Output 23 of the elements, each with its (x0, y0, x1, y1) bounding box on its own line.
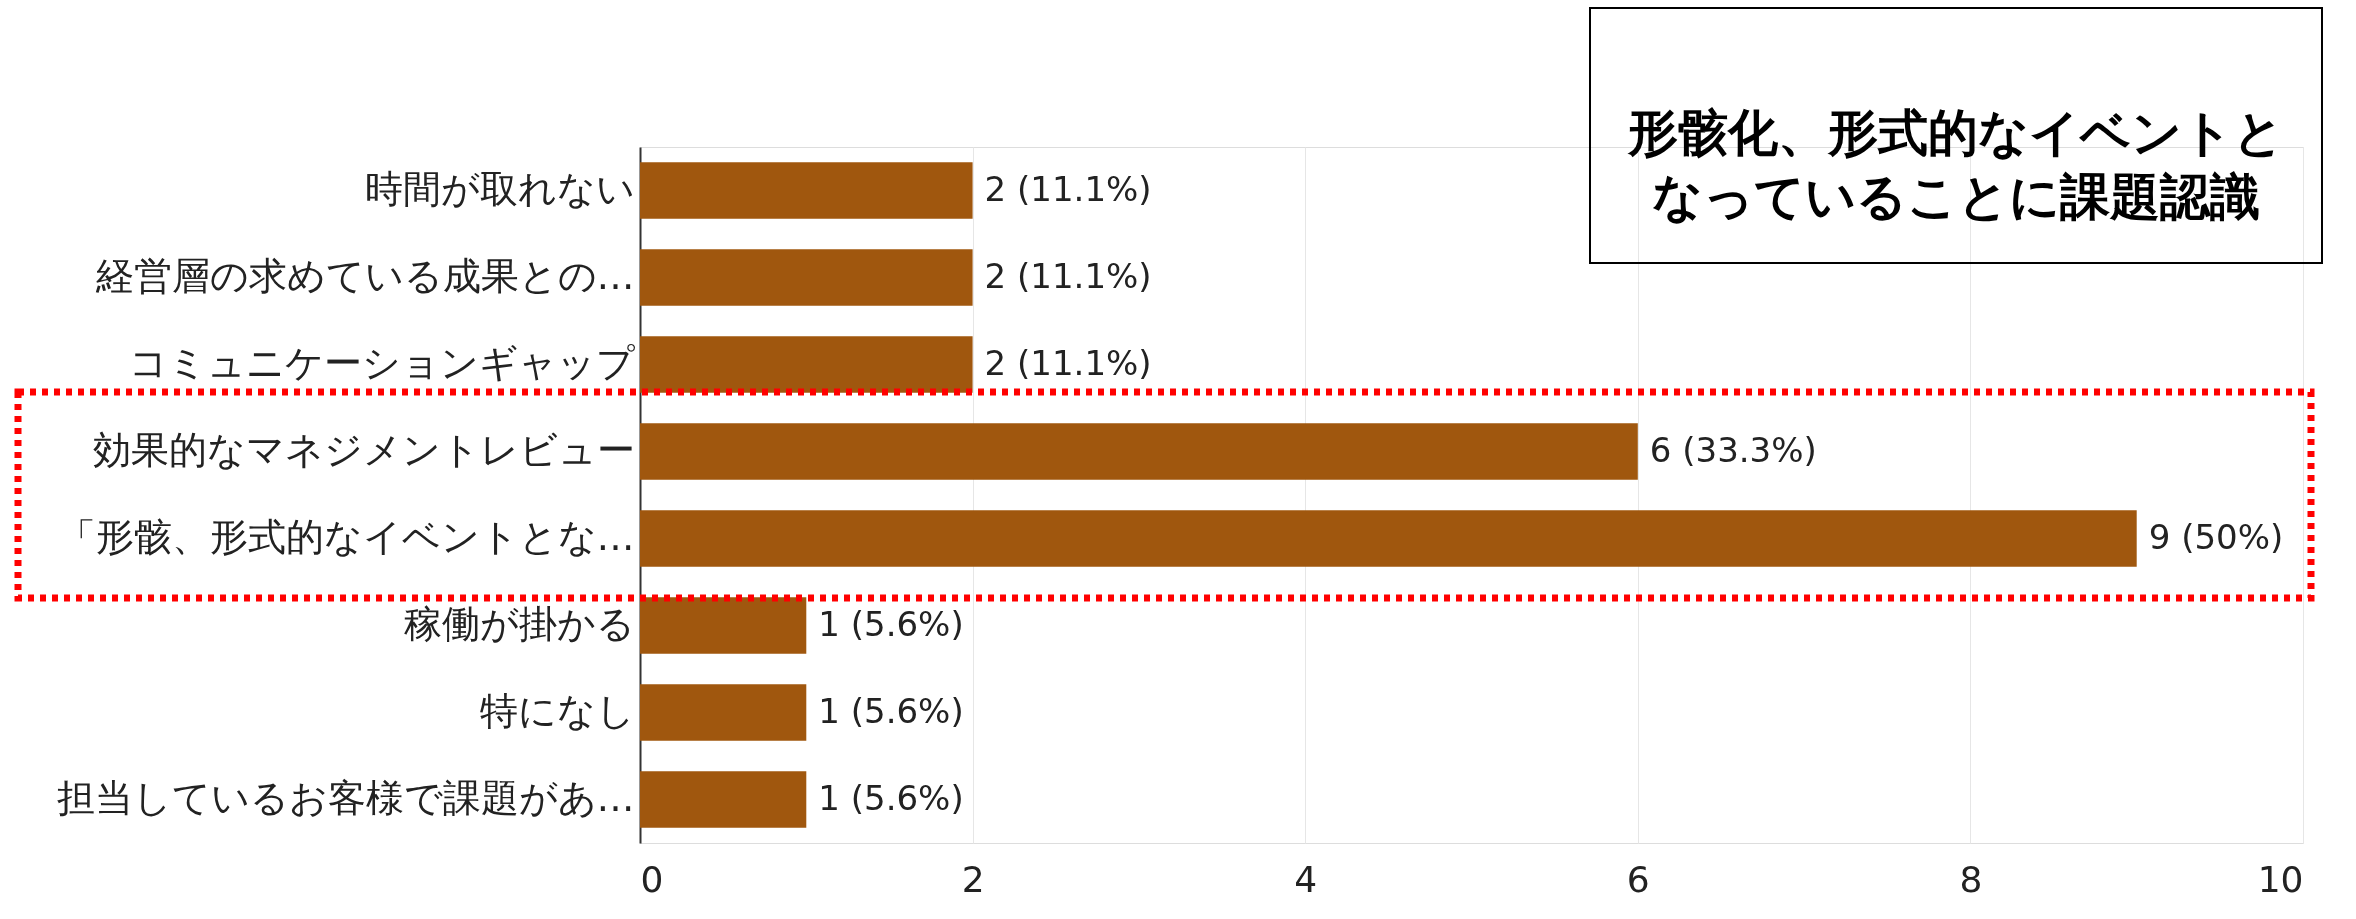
x-tick-label: 10 (2257, 858, 2304, 900)
data-label: 6 (33.3%) (1649, 429, 1817, 470)
x-tick-label: 4 (1294, 858, 1318, 900)
data-label: 1 (5.6%) (818, 603, 964, 644)
annotation: 形骸化、形式的なイベントとなっていることに課題認識 (1627, 104, 2284, 226)
y-tick-label: 特になし (479, 688, 635, 733)
x-tick-label: 2 (961, 858, 985, 900)
y-tick-label: 「形骸、形式的なイベントとな… (57, 514, 635, 559)
x-tick-label: 0 (640, 858, 664, 900)
data-label: 2 (11.1%) (984, 342, 1152, 383)
y-tick-label: 担当しているお客様で課題があ… (56, 775, 635, 820)
data-label: 1 (5.6%) (818, 690, 964, 731)
data-label: 1 (5.6%) (818, 777, 964, 818)
data-label: 2 (11.1%) (984, 255, 1152, 296)
y-tick-label: 経営層の求めている成果との… (94, 253, 635, 298)
data-label: 9 (50%) (2148, 516, 2284, 557)
y-tick-label: 時間が取れない (364, 166, 635, 211)
y-tick-label: 稼働が掛かる (403, 601, 635, 646)
data-label: 2 (11.1%) (984, 168, 1152, 209)
x-tick-label: 6 (1626, 858, 1650, 900)
y-tick-label: 効果的なマネジメントレビュー (92, 427, 635, 472)
y-tick-label: コミュニケーションギャップ (128, 340, 635, 385)
x-tick-label: 8 (1959, 858, 1983, 900)
